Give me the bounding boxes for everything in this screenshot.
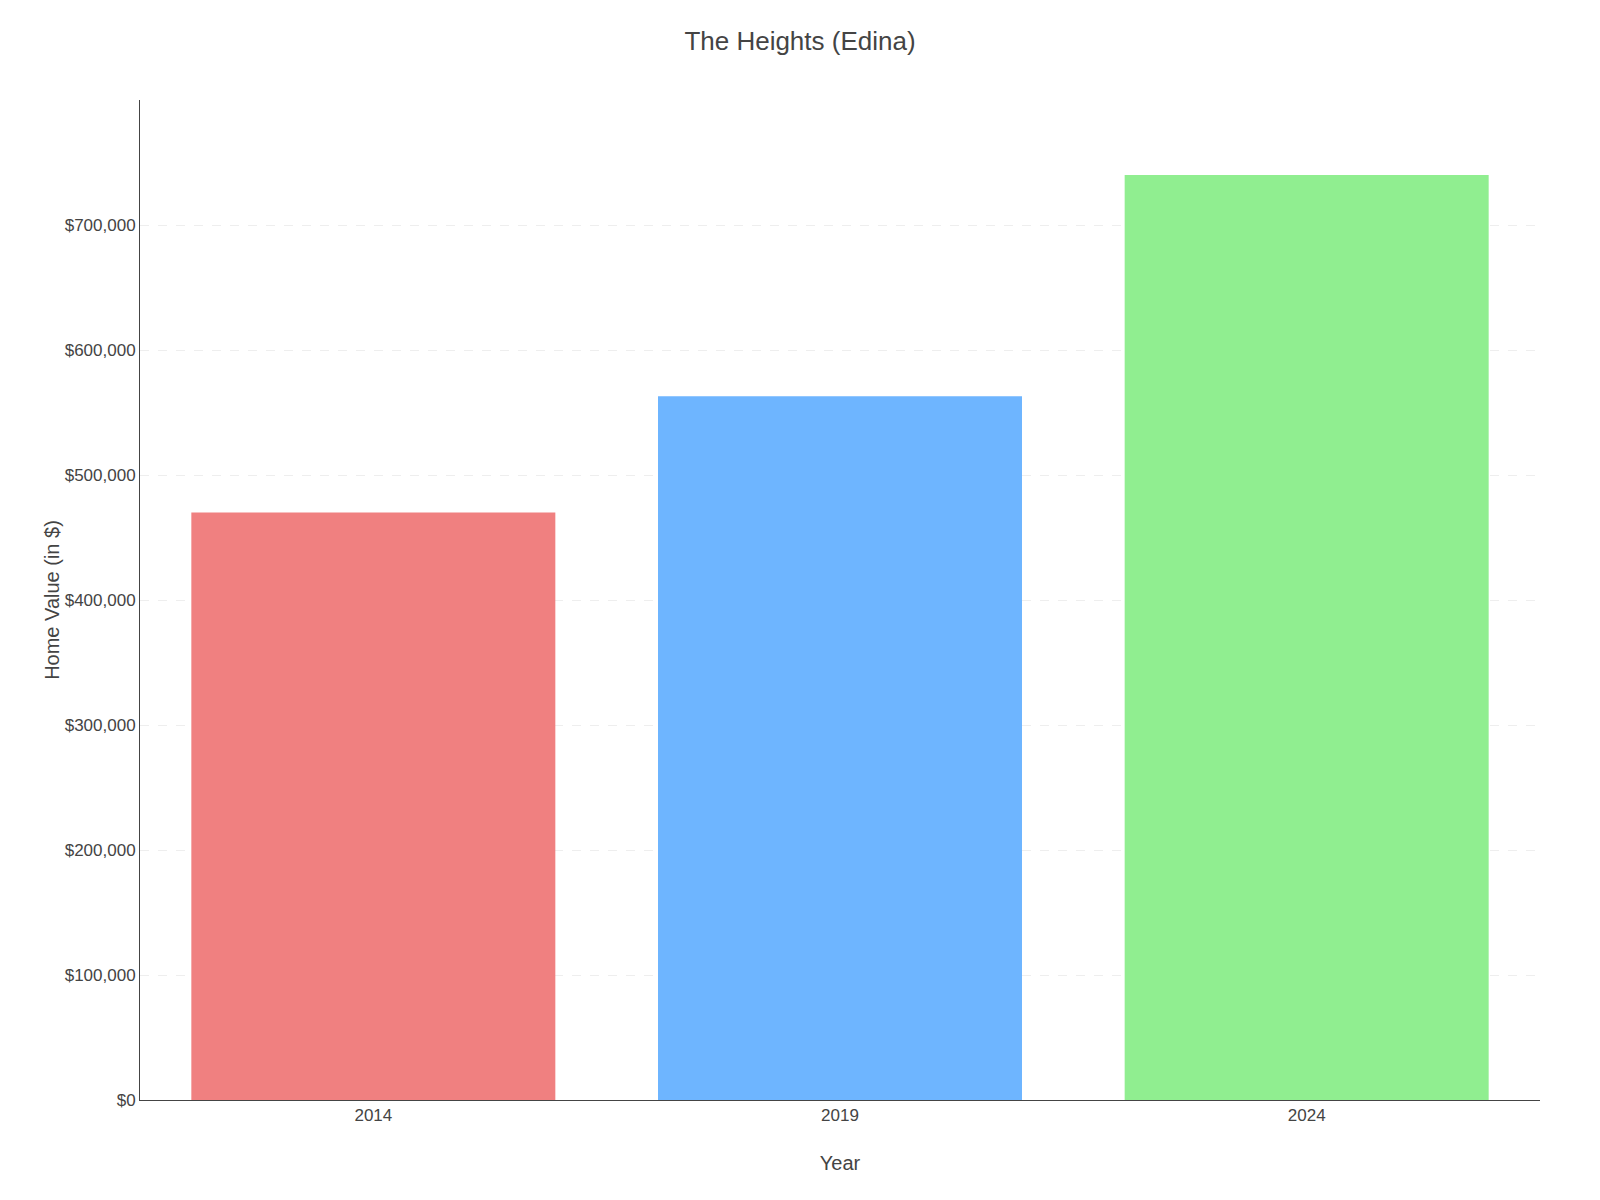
svg-text:$700,000: $700,000 [65,216,136,235]
svg-text:2024: 2024 [1288,1106,1326,1125]
svg-text:$300,000: $300,000 [65,716,136,735]
svg-text:$100,000: $100,000 [65,966,136,985]
svg-text:$400,000: $400,000 [65,591,136,610]
svg-text:2014: 2014 [354,1106,392,1125]
svg-text:Year: Year [820,1152,861,1174]
svg-text:$500,000: $500,000 [65,466,136,485]
svg-text:$600,000: $600,000 [65,341,136,360]
svg-text:The Heights (Edina): The Heights (Edina) [684,26,915,56]
svg-text:$0: $0 [117,1091,136,1110]
svg-text:Home Value (in $): Home Value (in $) [41,520,63,680]
svg-text:2019: 2019 [821,1106,859,1125]
svg-text:$200,000: $200,000 [65,841,136,860]
